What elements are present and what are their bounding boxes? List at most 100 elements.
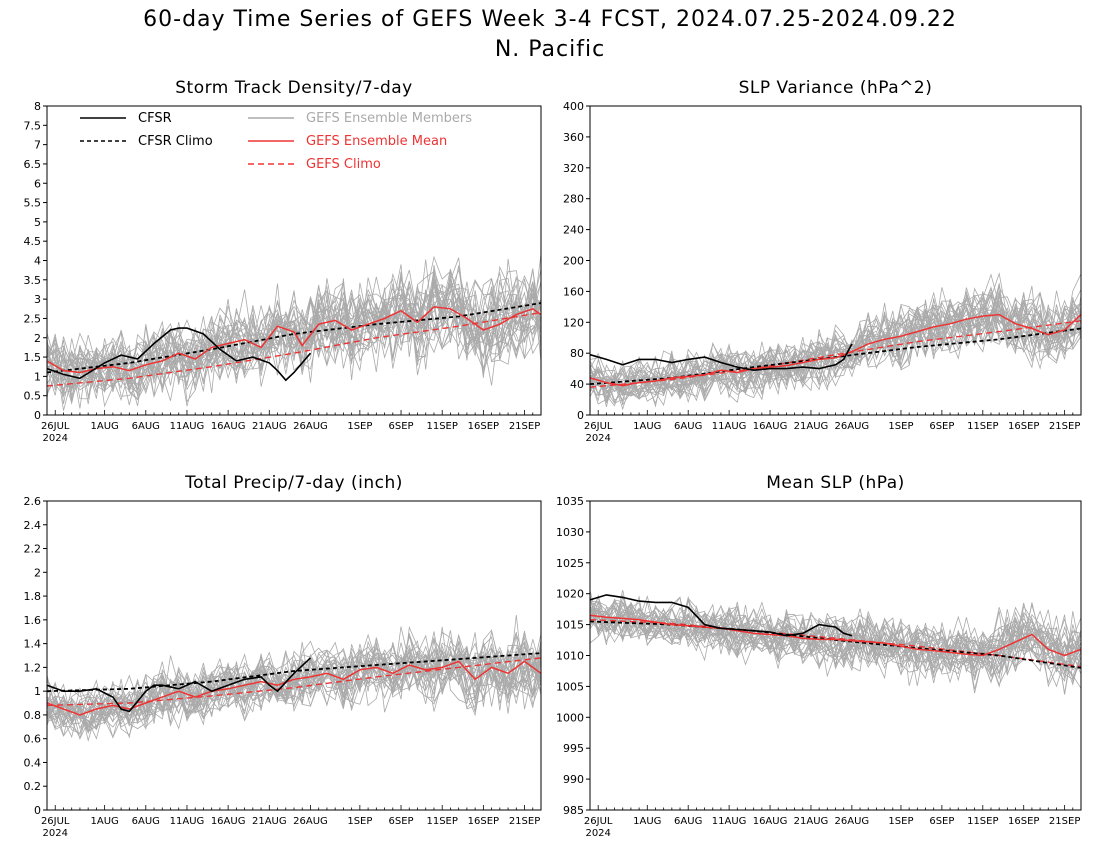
x-tick-label: 6AUG: [674, 421, 702, 432]
y-tick-label: 2: [34, 332, 41, 345]
y-tick-label: 360: [563, 131, 584, 144]
y-tick-label: 1030: [556, 526, 584, 539]
x-tick-label: 21SEP: [509, 816, 540, 827]
ensemble-member-line: [589, 595, 1082, 688]
ensemble-member-line: [589, 287, 1082, 406]
panels: Storm Track Density/7-day 0 0.5 1 1.5 2 2.5 3 3.…: [24, 78, 1082, 839]
x-tick-label: 26AUG: [293, 816, 328, 827]
ensemble-member-line: [46, 281, 542, 401]
x-tick-label: 6AUG: [674, 816, 702, 827]
cfsr-line: [589, 594, 853, 637]
y-tick-label: 1.6: [24, 614, 42, 627]
ensemble-member-line: [46, 626, 542, 737]
ensemble-member-line: [46, 640, 542, 728]
panel-4: Mean SLP (hPa) 985 990 995 1000 1005 1010 1015 1…: [556, 473, 1082, 839]
ensemble-members: [46, 253, 542, 411]
ensemble-member-line: [589, 273, 1082, 401]
ensemble-members: [589, 272, 1082, 411]
y-tick-label: 0.6: [24, 733, 42, 746]
x-tick-label: 26JUL: [584, 421, 613, 432]
y-tick-label: 400: [563, 100, 584, 113]
ensemble-member-line: [589, 607, 1082, 674]
y-tick-label: 40: [570, 378, 584, 391]
legend-label-ens-mean: GEFS Ensemble Mean: [306, 134, 447, 149]
cfsr-line: [589, 343, 853, 372]
y-tick-label: 120: [563, 316, 584, 329]
y-tick-label: 2.5: [24, 312, 42, 325]
ensemble-member-line: [589, 590, 1082, 680]
ensemble-member-line: [46, 636, 542, 736]
x-tick-label: 11SEP: [426, 421, 457, 432]
ensemble-member-line: [46, 271, 542, 399]
panel-2: SLP Variance (hPa^2) 0 40 80 120 160 200 240 280…: [563, 78, 1082, 444]
x-tick-label: 26JUL: [584, 816, 613, 827]
y-tick-label: 200: [563, 255, 584, 268]
y-tick-label: 0.8: [24, 709, 42, 722]
y-tick-label: 1.5: [24, 351, 42, 364]
panel-title: Storm Track Density/7-day: [175, 78, 412, 98]
x-tick-label: 11AUG: [170, 816, 205, 827]
ensemble-member-line: [589, 301, 1082, 404]
ensemble-member-line: [46, 637, 542, 727]
y-tick-label: 4.5: [24, 235, 42, 248]
x-tick-label: 21AUG: [252, 816, 287, 827]
y-tick-label: 1005: [556, 680, 584, 693]
y-tick-label: 8: [34, 100, 41, 113]
y-tick-label: 80: [570, 347, 584, 360]
legend-label-gefs-climo: GEFS Climo: [306, 157, 381, 172]
y-tick-label: 990: [563, 773, 584, 786]
y-tick-label: 1025: [556, 557, 584, 570]
legend-label-members: GEFS Ensemble Members: [306, 111, 472, 126]
legend-label-cfsr-climo: CFSR Climo: [138, 134, 213, 149]
ensemble-member-line: [589, 602, 1082, 694]
x-tick-label: 1SEP: [888, 816, 913, 827]
x-tick-label: 11AUG: [170, 421, 205, 432]
ensemble-member-line: [589, 287, 1082, 402]
y-tick-label: 995: [563, 742, 584, 755]
ensemble-member-line: [589, 287, 1082, 408]
x-tick-label: 16SEP: [468, 421, 499, 432]
ensemble-member-line: [46, 271, 542, 404]
y-tick-label: 2: [34, 566, 41, 579]
y-tick-label: 6: [34, 177, 41, 190]
y-tick-label: 7: [34, 139, 41, 152]
y-tick-label: 1: [34, 685, 41, 698]
panel-1: Storm Track Density/7-day 0 0.5 1 1.5 2 2.5 3 3.…: [24, 78, 542, 444]
x-tick-label: 16AUG: [211, 421, 246, 432]
y-tick-label: 0: [34, 804, 41, 817]
y-tick-label: 1015: [556, 619, 584, 632]
x-tick-label: 6SEP: [929, 421, 954, 432]
gefs-climo-line: [46, 657, 542, 707]
gefs-ensemble-mean-line: [46, 306, 542, 374]
x-tick-label: 1SEP: [888, 421, 913, 432]
y-tick-label: 0: [34, 409, 41, 422]
x-tick-label: 16AUG: [753, 816, 788, 827]
y-tick-label: 2.2: [24, 543, 42, 556]
panel-title: SLP Variance (hPa^2): [739, 78, 933, 98]
y-tick-label: 2.6: [24, 495, 42, 508]
x-tick-label: 21AUG: [252, 421, 287, 432]
cfsr-line: [46, 657, 312, 713]
gefs-ensemble-mean-line: [589, 313, 1082, 387]
y-tick-label: 0.5: [24, 390, 42, 403]
y-tick-label: 1.8: [24, 590, 42, 603]
x-tick-label: 21SEP: [1049, 816, 1080, 827]
y-tick-label: 3.5: [24, 274, 42, 287]
ensemble-member-line: [46, 271, 542, 397]
cfsr-climo-line: [46, 652, 542, 693]
cfsr-climo-line: [46, 302, 542, 374]
y-tick-label: 1.4: [24, 638, 42, 651]
ensemble-member-line: [46, 257, 542, 397]
panel-3: Total Precip/7-day (inch)00.20.40.60.811…: [24, 473, 542, 839]
ensemble-member-line: [46, 268, 542, 400]
x-tick-label: 11AUG: [712, 421, 747, 432]
y-tick-label: 1.2: [24, 661, 42, 674]
x-tick-label: 16AUG: [753, 421, 788, 432]
gefs-ensemble-mean-line: [589, 614, 1082, 657]
ensemble-member-line: [46, 255, 542, 403]
x-tick-label: 1AUG: [633, 816, 661, 827]
x-tick-label: 6AUG: [132, 816, 160, 827]
x-tick-label: 26AUG: [835, 816, 870, 827]
ensemble-member-line: [46, 280, 542, 405]
